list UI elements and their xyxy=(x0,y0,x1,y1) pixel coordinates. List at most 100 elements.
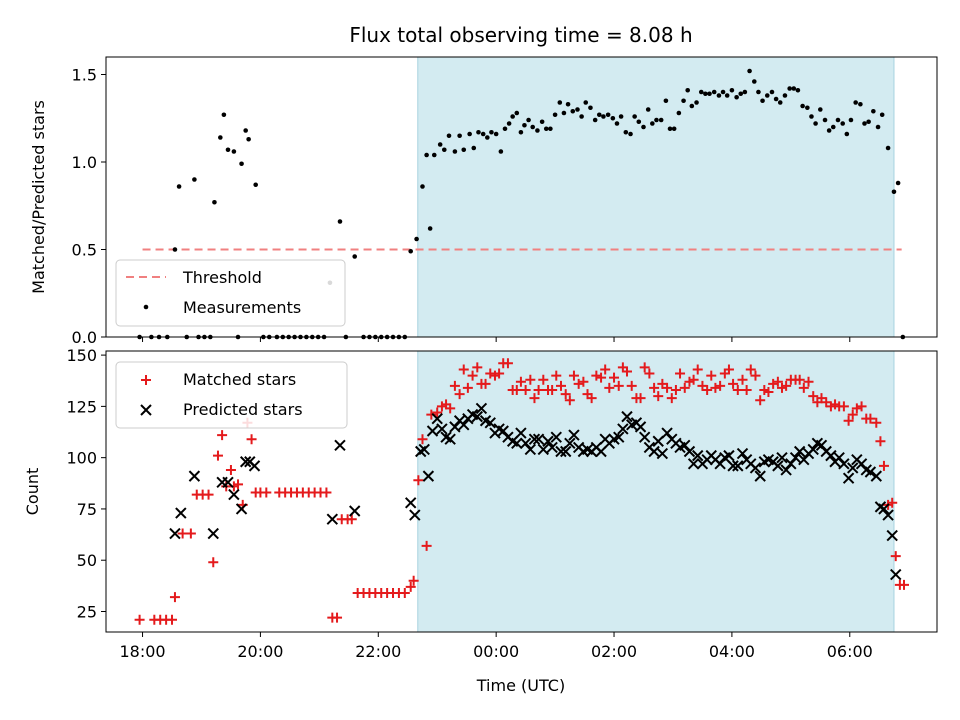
ratio-y-axis-label: Matched/Predicted stars xyxy=(29,100,48,294)
data-point xyxy=(825,449,837,462)
data-point xyxy=(239,456,252,468)
data-point xyxy=(747,68,752,74)
data-point xyxy=(529,393,540,404)
data-point xyxy=(887,497,898,508)
data-point xyxy=(833,451,845,464)
data-point xyxy=(639,362,650,373)
data-point xyxy=(666,393,677,404)
count-legend: Matched stars Predicted stars xyxy=(115,361,348,429)
data-point xyxy=(537,443,550,456)
data-point xyxy=(898,579,909,590)
data-point xyxy=(515,376,526,387)
data-point xyxy=(404,497,417,509)
data-point xyxy=(510,114,515,119)
data-point xyxy=(532,433,545,445)
data-point xyxy=(575,107,580,112)
data-point xyxy=(679,439,691,452)
data-point xyxy=(489,129,494,135)
data-point xyxy=(167,614,178,625)
data-point xyxy=(494,368,505,379)
data-point xyxy=(565,101,571,107)
data-point xyxy=(773,96,779,102)
data-point xyxy=(720,89,726,95)
data-point xyxy=(871,417,882,428)
data-point xyxy=(405,581,416,592)
data-point xyxy=(334,439,346,452)
count-series-matched-stars xyxy=(134,358,909,625)
data-point xyxy=(326,513,339,525)
data-point xyxy=(613,380,624,391)
data-point xyxy=(793,445,806,458)
data-point xyxy=(864,466,877,478)
data-point xyxy=(246,434,257,445)
data-point xyxy=(192,177,197,182)
x-tick-label: 22:00 xyxy=(355,642,401,661)
data-point xyxy=(441,147,447,153)
data-point xyxy=(601,114,606,119)
data-point xyxy=(745,364,756,375)
data-point xyxy=(862,121,867,126)
data-point xyxy=(561,110,567,116)
data-point xyxy=(548,126,553,132)
data-point xyxy=(822,117,828,123)
data-point xyxy=(614,121,620,126)
data-point xyxy=(497,425,509,437)
data-point xyxy=(895,180,901,186)
data-point xyxy=(530,124,535,130)
data-point xyxy=(851,403,862,414)
data-point xyxy=(635,393,646,404)
count-series-predicted-stars xyxy=(169,402,902,581)
data-point xyxy=(768,378,779,389)
x-tick-label: 06:00 xyxy=(827,642,873,661)
data-point xyxy=(628,131,633,137)
data-point xyxy=(231,149,237,154)
x-tick-label: 18:00 xyxy=(119,642,165,661)
data-point xyxy=(555,445,567,458)
data-point xyxy=(445,403,456,414)
data-point xyxy=(426,425,439,437)
data-point xyxy=(789,451,802,464)
data-point xyxy=(591,370,602,381)
data-point xyxy=(772,460,784,472)
data-point xyxy=(813,121,818,126)
count-panel: 25 50 75 100 125 150 18:00 20:00 22:00 00:00 02:00… xyxy=(23,346,938,661)
data-point xyxy=(875,436,886,447)
data-point xyxy=(653,391,664,402)
y-tick-label: 50 xyxy=(77,551,97,570)
data-point xyxy=(399,588,410,599)
data-point xyxy=(592,117,598,123)
data-point xyxy=(524,443,537,456)
data-point xyxy=(522,122,527,128)
data-point xyxy=(882,509,894,521)
data-point xyxy=(457,133,462,139)
legend-box xyxy=(115,259,346,327)
data-point xyxy=(732,460,744,472)
ratio-legend: Threshold Measurements xyxy=(115,259,346,327)
data-point xyxy=(787,86,792,91)
data-point xyxy=(737,374,748,385)
data-point xyxy=(246,136,251,142)
data-point xyxy=(702,384,713,395)
data-point xyxy=(221,112,227,118)
x-tick-label: 00:00 xyxy=(473,642,519,661)
data-point xyxy=(502,126,508,132)
data-point xyxy=(706,370,717,381)
data-point xyxy=(253,182,258,188)
data-point xyxy=(890,568,902,581)
y-tick-label: 125 xyxy=(66,397,97,416)
data-point xyxy=(444,433,456,445)
data-point xyxy=(679,382,690,393)
data-point xyxy=(420,184,425,189)
data-point xyxy=(134,614,145,625)
data-point xyxy=(723,449,735,462)
data-point xyxy=(711,89,717,95)
data-point xyxy=(667,126,673,132)
data-point xyxy=(681,98,686,104)
data-point xyxy=(855,458,868,470)
data-point xyxy=(476,129,481,135)
data-point xyxy=(449,380,460,391)
data-point xyxy=(546,441,558,454)
data-point xyxy=(409,509,421,521)
y-tick-label: 0.5 xyxy=(72,241,97,260)
data-point xyxy=(203,489,214,500)
